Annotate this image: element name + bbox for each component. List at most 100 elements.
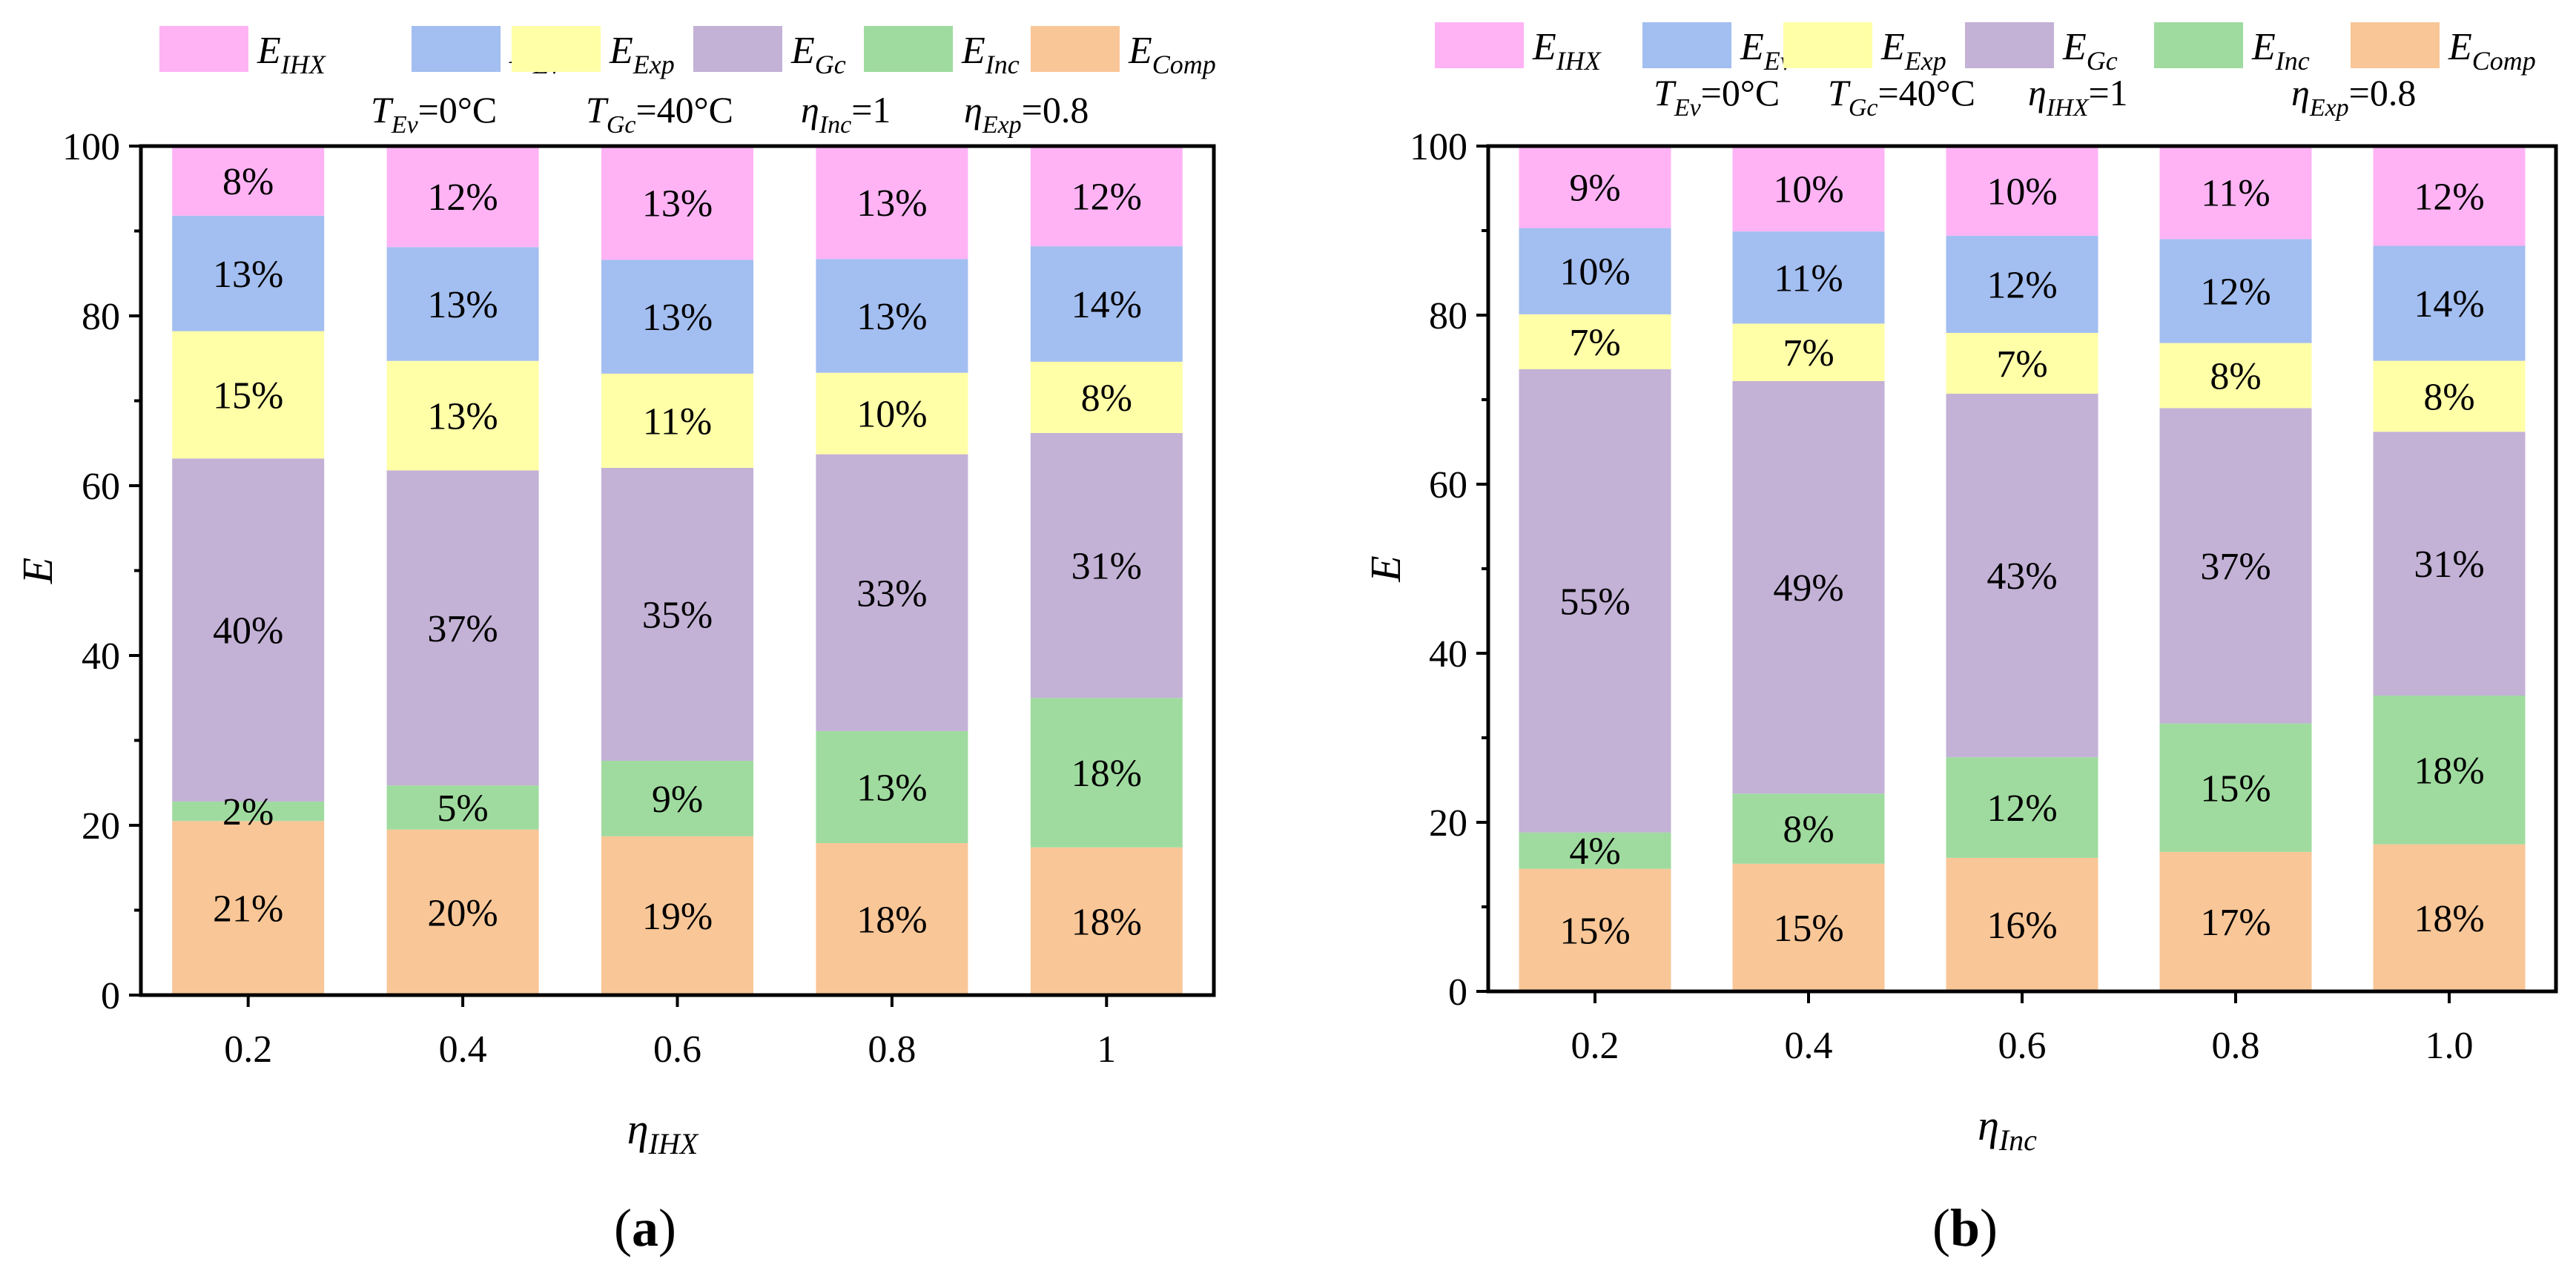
legend-swatch-inc: [864, 26, 953, 72]
y-tick-label: 20: [82, 805, 120, 848]
data-label: 33%: [856, 572, 927, 615]
x-axis-title: ηIHX: [627, 1105, 699, 1160]
data-label: 17%: [2200, 902, 2270, 944]
data-label: 11%: [2201, 173, 2270, 215]
bar-inc-0.2: [1519, 832, 1671, 869]
bar-ev-0.8: [816, 259, 968, 373]
condition-label: TEv=0°C: [1654, 72, 1780, 122]
bar-comp-0.6: [601, 836, 753, 995]
data-label: 14%: [1071, 284, 1142, 326]
chart-panel-b: EIHX EEv EExp EGc EInc EComp TEv=0°C TGc=40°C η…: [1361, 22, 2558, 1258]
legend-swatch-inc: [2154, 22, 2243, 68]
data-label: 37%: [427, 608, 498, 650]
legend-label-gc: EGc: [790, 30, 846, 79]
bar-ihx-1: [1030, 146, 1183, 247]
bar-inc-0.2: [172, 801, 325, 822]
bar-labels-b: 15% 4% 55% 7% 10% 9% 15% 8% 49% 7% 11% 10% 16% 12% 43%…: [1559, 167, 2484, 952]
y-tick-label: 20: [1429, 802, 1467, 845]
bar-comp-0.2: [1519, 868, 1671, 991]
condition-label: TGc=40°C: [586, 89, 733, 139]
data-label: 10%: [856, 394, 927, 436]
data-label: 4%: [1569, 830, 1620, 873]
panel-label: (b): [1932, 1198, 1998, 1258]
bar-ev-0.2: [1519, 228, 1671, 314]
y-tick-label: 80: [1429, 295, 1467, 337]
y-tick-label: 0: [1448, 971, 1467, 1014]
data-label: 8%: [1783, 809, 1834, 851]
x-tick-label: 0.2: [1571, 1025, 1619, 1067]
bar-exp-0.4: [1732, 323, 1885, 381]
legend-label-ihx: EIHX: [1532, 26, 1602, 76]
legend-label-comp: EComp: [1128, 30, 1216, 79]
y-axis-title: E: [1361, 555, 1410, 582]
conditions-b: TEv=0°C TGc=40°C ηIHX=1 ηExp=0.8: [1654, 72, 2416, 122]
bar-ihx-0.4: [386, 146, 539, 248]
data-label: 10%: [1559, 251, 1630, 294]
bar-exp-0.8: [816, 372, 968, 455]
bar-comp-0.8: [816, 843, 968, 995]
x-tick-label: 1.0: [2425, 1025, 2474, 1067]
data-label: 13%: [213, 254, 283, 296]
x-axis-title: ηInc: [1978, 1101, 2037, 1157]
bar-inc-0.4: [386, 785, 539, 830]
bar-ihx-0.8: [2159, 146, 2312, 240]
bar-exp-0.6: [601, 373, 753, 468]
bar-ev-1: [1030, 246, 1183, 362]
data-label: 13%: [856, 296, 927, 338]
y-tick-label: 60: [82, 466, 120, 508]
bar-inc-0.8: [2159, 723, 2312, 852]
bar-gc-1.0: [2373, 432, 2526, 696]
bar-ev-0.6: [1946, 235, 2098, 333]
bars-a: [172, 146, 1183, 995]
data-label: 35%: [642, 594, 713, 636]
bars-b: [1519, 146, 2526, 991]
data-label: 2%: [222, 791, 274, 833]
x-tick-label: 1: [1097, 1028, 1116, 1071]
bar-comp-0.6: [1946, 857, 2098, 991]
bar-inc-0.8: [816, 730, 968, 844]
data-label: 7%: [1996, 343, 2047, 386]
bar-gc-0.4: [1732, 380, 1885, 794]
bar-inc-0.6: [601, 760, 753, 836]
bar-ev-0.2: [172, 215, 325, 331]
axis-titles-a: ηIHX E (a): [13, 558, 699, 1258]
y-tick-label: 80: [82, 296, 120, 338]
panel-label: (a): [614, 1198, 676, 1258]
axis-titles-b: ηInc E (b): [1361, 555, 2037, 1258]
bar-ihx-0.2: [1519, 146, 1671, 228]
conditions-a: TEv=0°C TGc=40°C ηInc=1 ηExp=0.8: [371, 89, 1089, 139]
x-tick-label: 0.6: [1998, 1025, 2047, 1067]
bar-inc-1.0: [2373, 696, 2526, 845]
data-label: 8%: [2423, 376, 2474, 418]
legend-swatch-gc: [1965, 22, 2054, 68]
bar-gc-0.8: [2159, 408, 2312, 724]
data-label: 31%: [1071, 546, 1142, 588]
bar-ihx-1.0: [2373, 146, 2526, 246]
data-label: 21%: [213, 888, 283, 931]
condition-label: ηInc=1: [801, 89, 891, 139]
data-label: 8%: [1081, 377, 1132, 420]
bar-ihx-0.6: [1946, 146, 2098, 236]
legend-swatch-gc: [693, 26, 782, 72]
bar-gc-0.2: [172, 458, 325, 802]
bar-gc-0.6: [1946, 394, 2098, 758]
bar-ev-1.0: [2373, 245, 2526, 361]
bar-gc-0.2: [1519, 369, 1671, 833]
axes-a: 0 20 40 60 80 100 0.2 0.4 0.6 0.8 1: [62, 126, 1216, 1071]
data-label: 10%: [1987, 171, 2057, 213]
y-axis-title: E: [13, 558, 62, 584]
data-label: 15%: [1559, 910, 1630, 952]
legend-swatch-exp: [512, 26, 601, 72]
data-label: 19%: [642, 896, 713, 938]
bar-ev-0.6: [601, 260, 753, 374]
condition-label: TGc=40°C: [1828, 72, 1975, 122]
bar-comp-1.0: [2373, 844, 2526, 991]
data-label: 13%: [642, 297, 713, 339]
bar-ihx-0.6: [601, 146, 753, 260]
condition-label: TEv=0°C: [371, 89, 497, 139]
legend-label-inc: EInc: [2251, 26, 2310, 76]
x-tick-label: 0.2: [224, 1028, 272, 1071]
x-tick-label: 0.4: [1785, 1025, 1833, 1067]
legend-label-comp: EComp: [2448, 26, 2536, 76]
